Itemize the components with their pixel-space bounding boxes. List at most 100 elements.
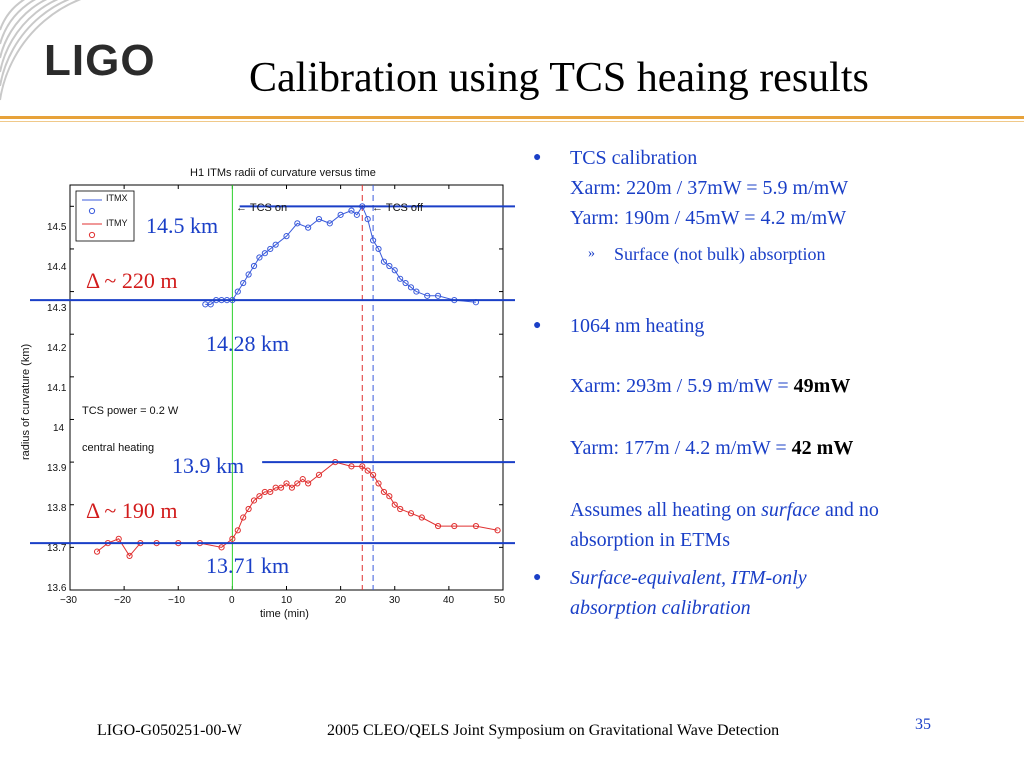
bullet-text: 1064 nm heating [570,315,705,337]
data-point-itmy [451,522,458,530]
assumption-text: absorption in ETMs [570,529,730,551]
data-point-itmx [375,245,382,253]
tcs-power-note: TCS power = 0.2 W [82,405,179,417]
itmx-top-annotation: 14.5 km [146,213,219,238]
data-point-itmx [337,211,344,218]
data-point-itmy [229,535,236,542]
data-point-itmy [370,471,377,478]
y-tick: 13.9 [47,463,67,474]
y-tick: 14.3 [47,303,67,314]
curvature-chart [30,184,515,591]
y-tick: 14.5 [47,222,67,233]
x-tick: −10 [168,595,185,606]
data-point-itmx [207,301,214,308]
y-tick: 14.2 [47,343,67,354]
logo-text: LIGO [44,36,156,85]
data-point-itmx [294,220,301,227]
data-point-itmy [397,505,404,513]
data-point-itmy [256,493,263,500]
data-point-itmy [267,488,274,496]
bullet-text: Xarm: 220m / 37mW = 5.9 m/mW [570,177,849,199]
data-point-itmy [294,480,301,487]
assumption-line: Assumes all heating on surface and no [570,495,879,525]
bullet-text: Yarm: 190m / 45mW = 4.2 m/mW [570,207,847,229]
data-point-itmy [315,471,323,478]
y-tick: 14.4 [47,262,67,273]
data-point-itmx [397,275,404,282]
legend-itmx-marker [88,207,96,215]
data-point-itmy [434,522,442,530]
data-point-itmx [326,220,333,227]
bullet-text: Surface-equivalent, ITM-only [570,567,807,589]
series-line-itmx [205,205,476,305]
data-point-itmx [272,241,279,248]
data-point-itmy [418,514,425,521]
data-point-itmy [407,510,415,517]
x-tick: −20 [114,595,131,606]
xarm-heating-value: 49mW [793,375,851,397]
yarm-heating-line: Yarm: 177m / 4.2 m/mW = 42 mW [570,433,853,463]
data-point-itmx [261,250,268,257]
data-point-itmy [348,463,355,470]
sub-bullet-marker: » [588,246,595,261]
data-point-itmx [364,216,371,223]
data-point-itmx [348,207,355,214]
data-point-itmx [245,271,252,278]
central-heating-note: central heating [82,442,155,454]
yarm-heating-text: Yarm: 177m / 4.2 m/mW = [570,437,792,459]
bullet-dot-icon: ● [533,318,542,333]
data-point-itmx [353,211,360,218]
x-tick: −30 [60,595,77,606]
data-point-itmx [267,245,274,253]
data-point-itmy [380,488,388,496]
y-axis-label: radius of curvature (km) [20,343,32,460]
assumption-text: Assumes all heating on [570,499,762,521]
data-point-itmx [283,233,290,240]
data-point-itmy [218,544,225,551]
y-tick: 14.1 [47,383,67,394]
data-point-itmy [299,476,306,483]
legend-itmx-label: ITMX [106,193,128,203]
itmy-top-annotation: 13.9 km [172,453,245,478]
data-point-itmx [380,258,388,265]
data-point-itmy [359,463,366,470]
data-point-itmx [386,262,393,270]
x-tick: 40 [443,595,455,606]
legend-itmy-marker [88,231,96,239]
data-point-itmx [407,284,415,291]
footer-event: 2005 CLEO/QELS Joint Symposium on Gravit… [327,722,780,739]
data-point-itmx [434,292,442,299]
legend-box [75,190,135,242]
data-point-itmy [126,552,133,559]
data-point-itmx [370,237,377,244]
itmy-bottom-annotation: 13.71 km [206,553,290,578]
data-point-itmx [413,288,420,295]
bullet-text: TCS calibration [570,147,698,169]
x-tick: 10 [281,595,293,606]
data-point-itmy [375,480,382,487]
data-point-itmy [386,493,393,500]
footer-doc-id: LIGO-G050251-00-W [97,722,242,739]
yarm-heating-value: 42 mW [791,437,854,459]
x-tick: 30 [389,595,401,606]
y-tick: 14 [53,423,65,434]
data-point-itmx [424,292,431,299]
tcs-on-label: ← TCS on [236,202,288,214]
title-divider [0,116,1024,119]
legend-itmy-label: ITMY [106,218,128,228]
logo: LIGO [0,0,200,110]
data-point-itmy [283,480,290,487]
data-point-itmy [472,522,480,530]
data-point-itmx [256,254,263,261]
x-tick: 0 [229,595,235,606]
xarm-heating-text: Xarm: 293m / 5.9 m/mW = [570,375,794,397]
tcs-off-label: ← TCS off [372,202,423,214]
bullet-dot-icon: ● [533,150,542,165]
itmx-bottom-annotation: 14.28 km [206,331,290,356]
data-point-itmx [250,262,258,270]
data-point-itmx [305,224,312,231]
logo-arcs-icon [0,0,82,101]
data-point-itmy [494,527,501,534]
itmx-delta-annotation: Δ ~ 220 m [86,268,178,293]
slide-title: Calibration using TCS heaing results [249,55,869,101]
